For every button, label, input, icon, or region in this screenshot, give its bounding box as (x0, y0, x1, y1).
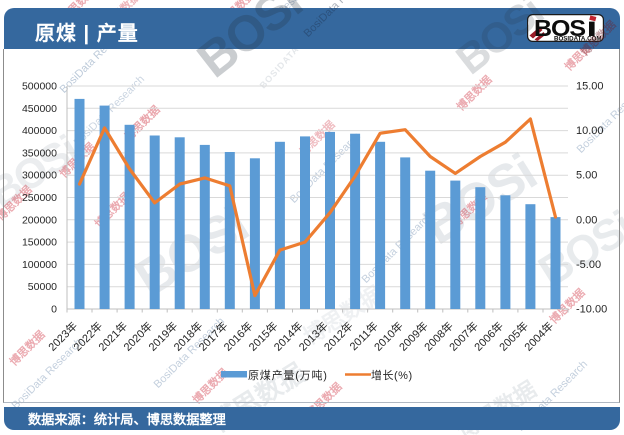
svg-text:300000: 300000 (22, 170, 57, 182)
svg-text:0: 0 (51, 304, 57, 316)
svg-text:增长(%): 增长(%) (371, 368, 413, 382)
svg-text:BOS: BOS (534, 15, 585, 41)
svg-text:50000: 50000 (28, 281, 57, 293)
svg-text:500000: 500000 (22, 81, 57, 93)
svg-text:100000: 100000 (22, 259, 57, 271)
svg-text:400000: 400000 (22, 125, 57, 137)
svg-text:150000: 150000 (22, 237, 57, 249)
svg-text:350000: 350000 (22, 147, 57, 159)
svg-text:5.00: 5.00 (576, 170, 597, 182)
svg-text:-5.00: -5.00 (576, 259, 601, 271)
svg-text:250000: 250000 (22, 192, 57, 204)
svg-text:BOSIDATA.COM: BOSIDATA.COM (554, 35, 602, 42)
svg-text:15.00: 15.00 (576, 81, 604, 93)
svg-text:原煤产量(万吨): 原煤产量(万吨) (248, 368, 328, 382)
svg-text:-10.00: -10.00 (576, 304, 607, 316)
svg-text:10.00: 10.00 (576, 125, 604, 137)
svg-text:200000: 200000 (22, 214, 57, 226)
svg-text:450000: 450000 (22, 103, 57, 115)
svg-text:0.00: 0.00 (576, 214, 597, 226)
